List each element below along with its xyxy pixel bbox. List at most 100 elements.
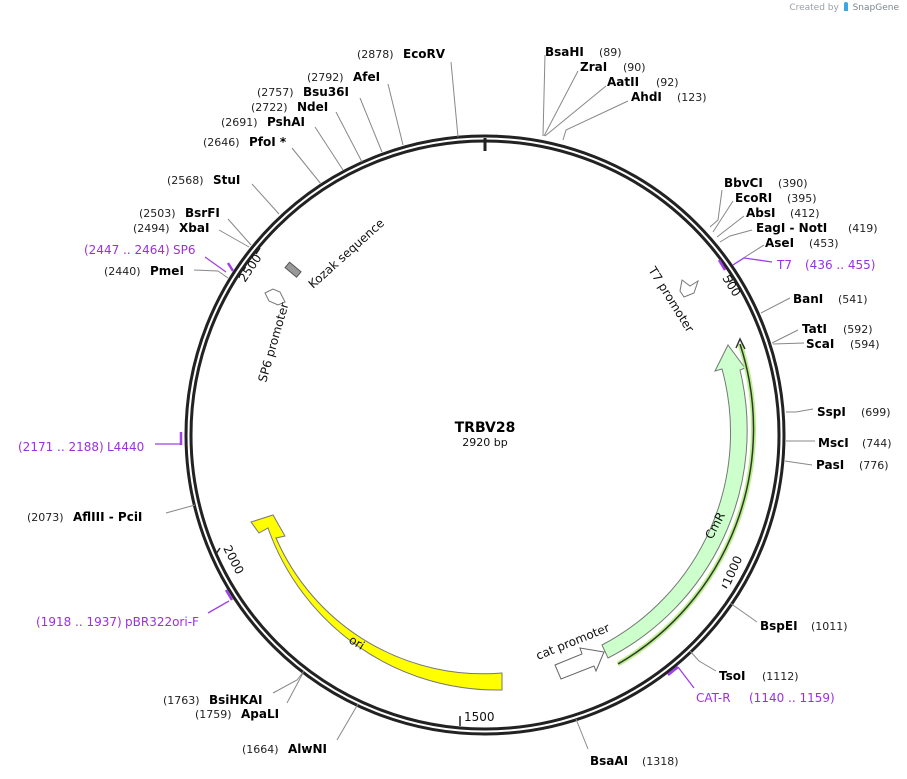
site-alwni[interactable]: (1664) AlwNI bbox=[242, 703, 359, 756]
svg-text:Bsu36I: Bsu36I bbox=[303, 85, 349, 99]
svg-text:(412): (412) bbox=[790, 207, 820, 220]
svg-text:(453): (453) bbox=[809, 237, 839, 250]
feature-kozak-label: Kozak sequence bbox=[306, 216, 387, 291]
primer-l4440[interactable]: (2171 .. 2188) L4440 bbox=[18, 432, 183, 454]
svg-text:(2073): (2073) bbox=[27, 511, 64, 524]
svg-text:StuI: StuI bbox=[213, 173, 240, 187]
feature-sp6-promoter[interactable]: SP6 promoter bbox=[255, 288, 292, 384]
svg-text:(1664): (1664) bbox=[242, 743, 279, 756]
site-ahdi[interactable]: AhdI (123) bbox=[562, 90, 707, 141]
svg-text:BsaAI: BsaAI bbox=[590, 754, 628, 768]
site-pmei[interactable]: (2440) PmeI bbox=[104, 264, 229, 279]
primer-t7[interactable]: T7 (436 .. 455) bbox=[717, 257, 875, 272]
svg-text:NdeI: NdeI bbox=[297, 100, 328, 114]
svg-text:ApaLI: ApaLI bbox=[241, 707, 279, 721]
plasmid-length: 2920 bp bbox=[462, 436, 507, 449]
site-tati[interactable]: TatI (592) bbox=[771, 322, 873, 344]
site-absi[interactable]: AbsI (412) bbox=[716, 206, 820, 238]
site-scai[interactable]: ScaI (594) bbox=[772, 337, 880, 351]
feature-kozak[interactable]: Kozak sequence bbox=[284, 216, 387, 291]
svg-text:1000: 1000 bbox=[720, 554, 745, 588]
primer-pbr322ori-f[interactable]: (1918 .. 1937) pBR322ori-F bbox=[36, 589, 234, 629]
site-msci[interactable]: MscI (744) bbox=[786, 436, 892, 450]
svg-text:(2757): (2757) bbox=[257, 86, 294, 99]
site-pshai[interactable]: (2691) PshAI bbox=[221, 115, 344, 171]
svg-text:(744): (744) bbox=[862, 437, 892, 450]
site-ecori[interactable]: EcoRI (395) bbox=[712, 191, 817, 233]
site-bbvci[interactable]: BbvCI (390) bbox=[709, 176, 808, 228]
svg-text:(1318): (1318) bbox=[642, 755, 679, 768]
svg-text:(1918 .. 1937): (1918 .. 1937) bbox=[36, 615, 122, 629]
svg-text:(419): (419) bbox=[848, 222, 878, 235]
svg-text:ZraI: ZraI bbox=[580, 60, 607, 74]
svg-text:TatI: TatI bbox=[802, 322, 827, 336]
site-bspei[interactable]: BspEI (1011) bbox=[729, 602, 848, 633]
site-ecorv[interactable]: (2878) EcoRV bbox=[357, 47, 459, 138]
site-sspi[interactable]: SspI (699) bbox=[786, 405, 891, 419]
svg-text:EagI - NotI: EagI - NotI bbox=[756, 221, 827, 235]
site-eagi-noti[interactable]: EagI - NotI (419) bbox=[719, 221, 878, 243]
svg-text:SspI: SspI bbox=[817, 405, 846, 419]
svg-text:BspEI: BspEI bbox=[760, 619, 798, 633]
feature-ori[interactable]: ori bbox=[250, 514, 503, 691]
svg-text:(2494): (2494) bbox=[133, 222, 170, 235]
site-ndei[interactable]: (2722) NdeI bbox=[251, 100, 363, 163]
site-asei[interactable]: AseI (453) bbox=[733, 236, 839, 265]
snapgene-credit: Created by SnapGene bbox=[789, 2, 899, 13]
feature-sp6-promoter-label: SP6 promoter bbox=[255, 301, 291, 384]
tick-2500: 2500 bbox=[236, 247, 265, 285]
svg-text:(90): (90) bbox=[623, 61, 646, 74]
svg-text:L4440: L4440 bbox=[107, 440, 144, 454]
svg-text:PfoI *: PfoI * bbox=[249, 135, 287, 149]
svg-text:(89): (89) bbox=[599, 46, 622, 59]
svg-text:(2447 .. 2464): (2447 .. 2464) bbox=[84, 243, 170, 257]
svg-text:(776): (776) bbox=[859, 459, 889, 472]
svg-text:(2722): (2722) bbox=[251, 101, 288, 114]
site-aatii[interactable]: AatII (92) bbox=[544, 75, 679, 137]
site-bsaai[interactable]: BsaAI (1318) bbox=[575, 718, 679, 768]
feature-cat-promoter[interactable]: cat promoter bbox=[534, 620, 612, 680]
site-bani[interactable]: BanI (541) bbox=[760, 292, 868, 314]
plasmid-name: TRBV28 bbox=[455, 420, 516, 436]
site-bsihkai[interactable]: (1763) BsiHKAI bbox=[163, 670, 305, 707]
svg-text:AlwNI: AlwNI bbox=[288, 742, 327, 756]
svg-text:(123): (123) bbox=[677, 91, 707, 104]
svg-text:XbaI: XbaI bbox=[179, 221, 209, 235]
svg-text:(2503): (2503) bbox=[139, 207, 176, 220]
svg-text:AfeI: AfeI bbox=[353, 70, 380, 84]
site-bsu36i[interactable]: (2757) Bsu36I bbox=[257, 85, 383, 153]
primer-sp6[interactable]: (2447 .. 2464) SP6 bbox=[84, 243, 235, 273]
svg-text:AbsI: AbsI bbox=[746, 206, 775, 220]
svg-text:1500: 1500 bbox=[464, 710, 495, 724]
site-bsrfi[interactable]: (2503) BsrFI bbox=[139, 206, 252, 246]
site-pasi[interactable]: PasI (776) bbox=[784, 458, 889, 472]
site-zrai[interactable]: ZraI (90) bbox=[543, 60, 646, 137]
site-xbai[interactable]: (2494) XbaI bbox=[133, 221, 250, 248]
svg-text:BsrFI: BsrFI bbox=[185, 206, 220, 220]
svg-text:(1112): (1112) bbox=[762, 670, 799, 683]
svg-text:PshAI: PshAI bbox=[267, 115, 305, 129]
site-bsahi[interactable]: BsaHI (89) bbox=[542, 45, 622, 137]
primer-cat-r[interactable]: CAT-R (1140 .. 1159) bbox=[667, 666, 835, 705]
svg-text:PasI: PasI bbox=[816, 458, 844, 472]
site-afliii-pcii[interactable]: (2073) AflIII - PciI bbox=[27, 504, 196, 524]
site-pfoi[interactable]: (2646) PfoI * bbox=[203, 135, 322, 185]
svg-text:SP6: SP6 bbox=[173, 243, 196, 257]
svg-text:(592): (592) bbox=[843, 323, 873, 336]
snapgene-logo-icon bbox=[843, 2, 848, 11]
svg-text:(1763): (1763) bbox=[163, 694, 200, 707]
site-apali[interactable]: (1759) ApaLI bbox=[195, 672, 304, 721]
svg-text:(92): (92) bbox=[656, 76, 679, 89]
feature-t7-promoter[interactable]: T7 promoter bbox=[645, 263, 699, 335]
site-afei[interactable]: (2792) AfeI bbox=[307, 70, 404, 146]
site-stui[interactable]: (2568) StuI bbox=[167, 173, 280, 215]
svg-text:PmeI: PmeI bbox=[150, 264, 184, 278]
svg-text:(541): (541) bbox=[838, 293, 868, 306]
svg-text:AatII: AatII bbox=[607, 75, 639, 89]
svg-text:(2440): (2440) bbox=[104, 265, 141, 278]
svg-text:(395): (395) bbox=[787, 192, 817, 205]
site-tsoi[interactable]: TsoI (1112) bbox=[689, 650, 799, 683]
credit-brand: SnapGene bbox=[852, 3, 899, 13]
svg-text:(2646): (2646) bbox=[203, 136, 240, 149]
svg-text:BanI: BanI bbox=[793, 292, 823, 306]
